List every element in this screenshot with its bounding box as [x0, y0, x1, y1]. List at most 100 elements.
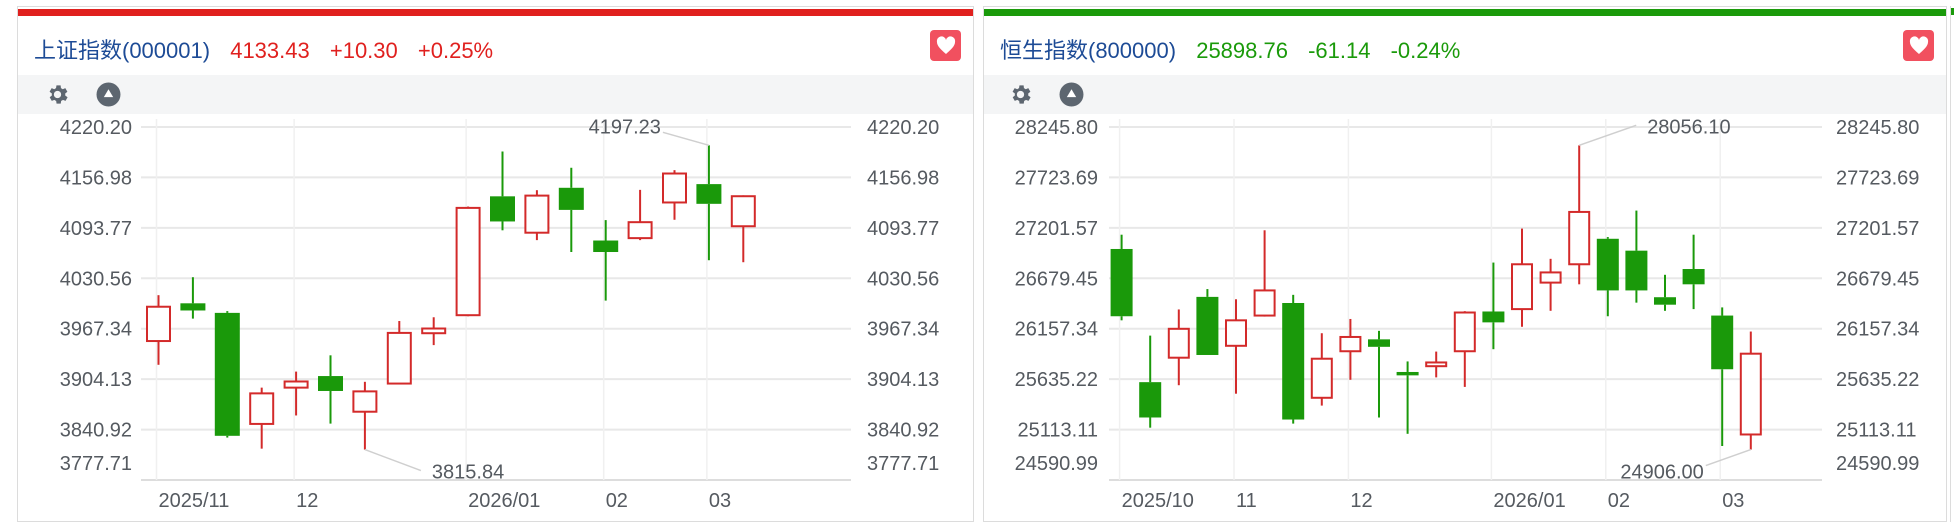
heart-icon	[936, 35, 955, 54]
candle-body	[180, 303, 206, 311]
candle-down	[1596, 237, 1619, 317]
y-tick-label-left: 4093.77	[60, 218, 132, 240]
candle-body	[1396, 371, 1419, 376]
candle-up	[249, 387, 275, 449]
y-tick-label-right: 25635.22	[1836, 369, 1919, 391]
x-tick-label: 2026/01	[1493, 490, 1565, 512]
candle-down	[558, 167, 584, 253]
candle-down	[1110, 234, 1133, 321]
index-change: -61.14	[1308, 38, 1371, 63]
y-tick-label-left: 27723.69	[1015, 167, 1098, 189]
y-tick-label-left: 26157.34	[1015, 319, 1098, 341]
candle-down	[1396, 361, 1419, 434]
candle-body	[1453, 311, 1476, 353]
candlestick-chart[interactable]: 4220.20 4220.20 4156.98 4156.98 4093.77 4093.…	[18, 7, 975, 523]
candle-down	[180, 277, 206, 319]
y-tick-label-left: 24590.99	[1015, 453, 1098, 475]
index-name[interactable]: 上证指数(000001)	[34, 38, 211, 63]
candle-down	[1368, 330, 1390, 418]
trend-color-bar	[984, 9, 1946, 16]
candle-down	[318, 355, 343, 424]
candle-body	[318, 376, 343, 391]
y-tick-label-right: 4030.56	[867, 268, 939, 290]
candle-down	[490, 151, 515, 231]
y-tick-label-left: 25635.22	[1015, 369, 1098, 391]
candle-up	[524, 190, 550, 241]
heart-icon	[1909, 35, 1928, 54]
candle-up	[627, 189, 653, 241]
min-value-label: 24906.00	[1620, 462, 1703, 484]
candle-body	[1368, 339, 1390, 347]
x-tick-label: 02	[606, 490, 628, 512]
candle-down	[1482, 262, 1505, 350]
candle-body	[1711, 315, 1734, 370]
y-tick-label-left: 4220.20	[60, 117, 132, 139]
candle-body	[662, 172, 687, 204]
favorite-button[interactable]	[930, 30, 961, 61]
y-tick-label-right: 3777.71	[867, 453, 939, 475]
candle-body	[1739, 352, 1762, 436]
x-tick-label: 2025/11	[159, 490, 230, 512]
candle-body	[558, 187, 584, 210]
triangle-up-circle-icon[interactable]	[1059, 82, 1084, 107]
x-tick-label: 2025/10	[1122, 490, 1194, 512]
y-tick-label-left: 3840.92	[60, 420, 132, 442]
candle-body	[593, 240, 619, 253]
y-tick-label-right: 3904.13	[867, 369, 939, 391]
candle-body	[524, 194, 550, 234]
x-tick-label: 2026/01	[468, 490, 540, 512]
candle-up	[662, 170, 687, 220]
candle-up	[455, 206, 481, 317]
y-tick-label-left: 25113.11	[1018, 420, 1098, 442]
max-value-leader-line	[662, 131, 710, 147]
candle-down	[1654, 274, 1676, 311]
y-tick-label-right: 27201.57	[1836, 218, 1919, 240]
candle-body	[490, 196, 515, 222]
candle-up	[1739, 331, 1762, 450]
candle-up	[1310, 333, 1333, 406]
x-tick-label: 02	[1608, 490, 1630, 512]
y-tick-label-left: 4030.56	[60, 268, 132, 290]
candle-up	[1453, 311, 1476, 387]
index-price: 4133.43	[230, 38, 310, 63]
candle-up	[1253, 230, 1276, 317]
candle-down	[1196, 289, 1219, 355]
y-tick-label-left: 28245.80	[1015, 117, 1098, 139]
candle-body	[1682, 269, 1705, 285]
candle-body	[421, 327, 447, 335]
candle-up	[1225, 299, 1247, 394]
candle-body	[1568, 210, 1591, 266]
hsi-index-panel: 恒生指数(800000) 25898.76 -61.14 -0.24% 2824…	[983, 6, 1947, 522]
y-tick-label-left: 3967.34	[60, 319, 132, 341]
max-value-label: 4197.23	[589, 116, 661, 138]
favorite-button[interactable]	[1903, 30, 1934, 61]
index-change-percent: +0.25%	[417, 38, 494, 63]
candlestick-chart[interactable]: 28245.80 28245.80 27723.69 27723.69 27201.57…	[984, 7, 1948, 523]
y-tick-label-right: 27723.69	[1836, 167, 1919, 189]
candle-body	[1511, 263, 1533, 311]
y-tick-label-left: 4156.98	[60, 167, 132, 189]
candle-body	[283, 380, 309, 389]
gear-icon[interactable]	[1008, 82, 1033, 107]
candle-body	[696, 184, 722, 204]
y-tick-label-left: 3777.71	[60, 453, 132, 475]
candle-body	[1253, 289, 1276, 317]
min-value-label: 3815.84	[432, 462, 504, 484]
x-tick-label: 03	[1722, 490, 1744, 512]
quote-header: 恒生指数(800000) 25898.76 -61.14 -0.24%	[1000, 33, 1474, 65]
gear-icon[interactable]	[45, 82, 70, 107]
candle-body	[1339, 335, 1362, 353]
x-tick-label: 12	[1350, 490, 1372, 512]
triangle-up-circle-icon[interactable]	[96, 82, 121, 107]
candle-body	[455, 206, 481, 317]
y-tick-label-right: 3967.34	[867, 319, 939, 341]
x-tick-label: 11	[1236, 490, 1257, 512]
candle-body	[1425, 361, 1448, 368]
y-tick-label-left: 26679.45	[1015, 268, 1098, 290]
candle-body	[214, 312, 240, 436]
candle-down	[593, 220, 619, 301]
quote-header: 上证指数(000001) 4133.43 +10.30 +0.25%	[34, 33, 507, 65]
candle-body	[146, 305, 171, 343]
x-tick-label: 03	[709, 490, 731, 512]
index-name[interactable]: 恒生指数(800000)	[1000, 38, 1177, 63]
